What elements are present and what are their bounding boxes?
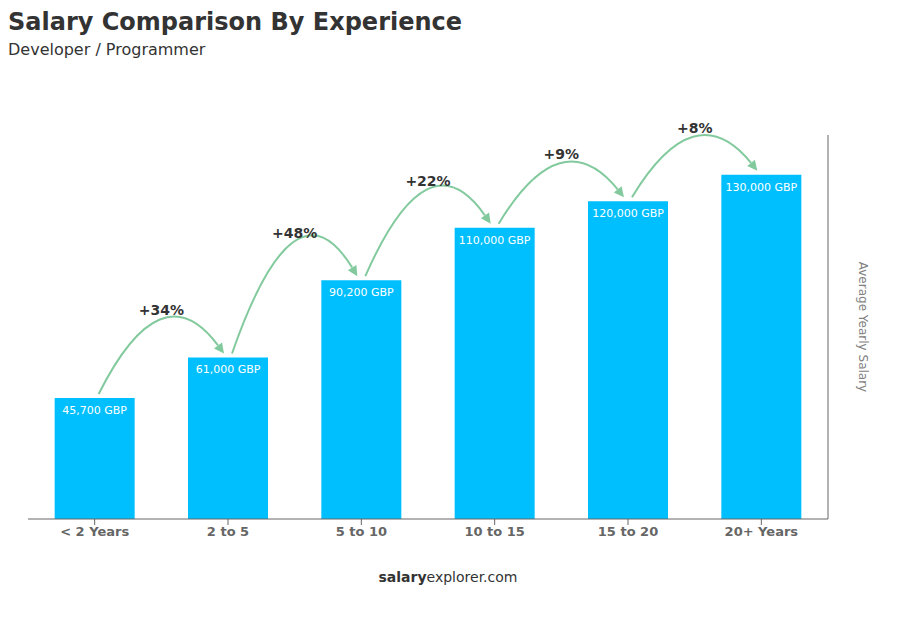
svg-text:110,000 GBP: 110,000 GBP (459, 234, 531, 247)
svg-text:+22%: +22% (405, 173, 450, 189)
svg-text:< 2 Years: < 2 Years (60, 524, 129, 539)
svg-text:+9%: +9% (544, 146, 580, 162)
html-text:salary explorer.com: salary explorer.com (378, 569, 518, 585)
svg-text:2 to 5: 2 to 5 (207, 524, 249, 539)
svg-text:90,200 GBP: 90,200 GBP (329, 286, 394, 299)
svg-text:120,000 GBP: 120,000 GBP (592, 207, 664, 220)
svg-text:45,700 GBP: 45,700 GBP (62, 404, 127, 417)
svg-text:20+ Years: 20+ Years (725, 524, 799, 539)
svg-text:130,000 GBP: 130,000 GBP (725, 181, 797, 194)
svg-text:15 to 20: 15 to 20 (598, 524, 658, 539)
svg-text:5 to 10: 5 to 10 (336, 524, 387, 539)
svg-text:+8%: +8% (677, 120, 713, 136)
svg-text:61,000 GBP: 61,000 GBP (196, 363, 261, 376)
svg-text:10 to 15: 10 to 15 (464, 524, 524, 539)
svg-text:+34%: +34% (139, 302, 184, 318)
svg-text:+48%: +48% (272, 225, 317, 241)
html-text:Developer / Programmer: Developer / Programmer (8, 40, 206, 59)
svg-text:Average Yearly Salary: Average Yearly Salary (856, 262, 870, 392)
html-text:Salary Comparison By Experienc: Salary Comparison By Experience (8, 8, 463, 36)
